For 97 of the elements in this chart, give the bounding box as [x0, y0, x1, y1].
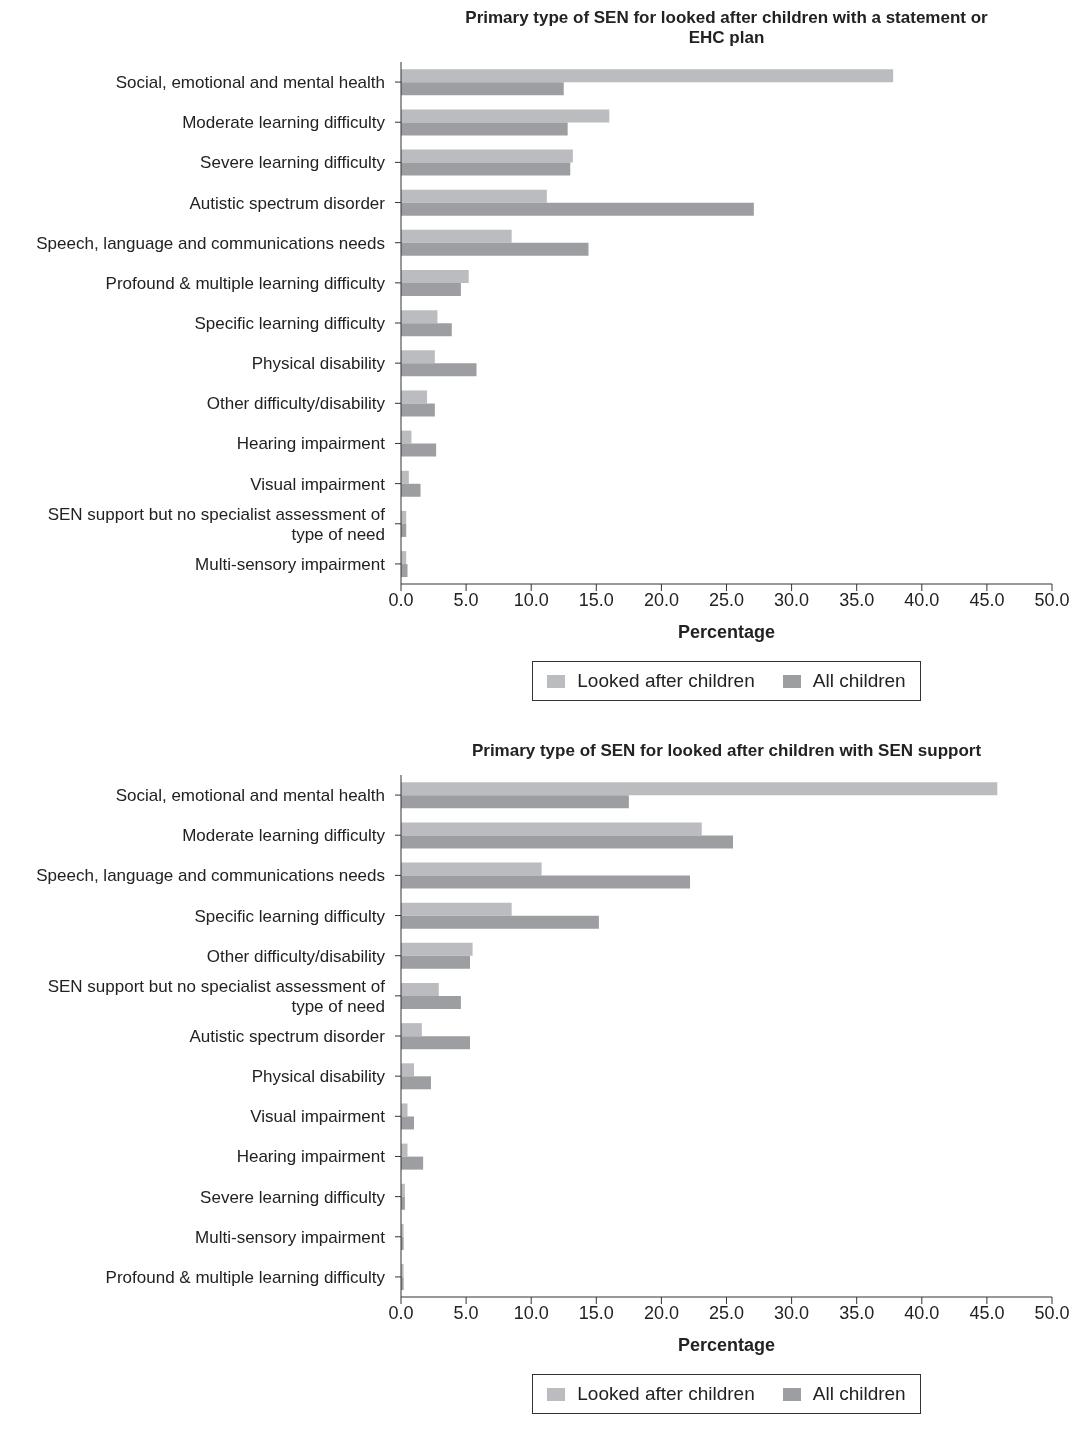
- y-tick-label: Social, emotional and mental health: [115, 785, 385, 805]
- bar: [401, 564, 408, 578]
- bar: [401, 122, 568, 136]
- bar: [401, 149, 573, 163]
- bar: [401, 1103, 408, 1117]
- x-tick-label: 25.0: [708, 589, 745, 610]
- chart-title: Primary type of SEN for looked after children with SEN support: [470, 741, 983, 761]
- legend-label: All children: [812, 670, 906, 692]
- y-tick-label: Specific learning difficulty: [194, 906, 386, 926]
- y-tick-label: SEN support but no specialist assessment of type of need: [47, 976, 386, 1016]
- bar: [401, 1116, 415, 1130]
- chart-title: Primary type of SEN for looked after children with a statement or EHC plan: [464, 8, 989, 48]
- legend-label: Looked after children: [577, 670, 755, 692]
- bar: [401, 82, 564, 96]
- x-tick-label: 25.0: [708, 1302, 745, 1323]
- x-tick-label: 50.0: [1034, 589, 1070, 610]
- bar: [401, 1023, 422, 1037]
- bar: [401, 915, 599, 929]
- bar: [401, 189, 547, 203]
- x-tick-label: 0.0: [388, 589, 414, 610]
- bar: [401, 1156, 424, 1170]
- bar: [401, 1063, 415, 1077]
- bar: [401, 270, 469, 283]
- x-tick-label: 5.0: [453, 589, 479, 610]
- x-tick-label: 10.0: [513, 1302, 549, 1323]
- y-tick-label: Specific learning difficulty: [194, 313, 386, 333]
- y-tick-label: Autistic spectrum disorder: [189, 193, 386, 213]
- bar: [401, 902, 512, 916]
- x-tick-label: 45.0: [969, 589, 1005, 610]
- bar: [401, 109, 610, 123]
- legend-label: All children: [812, 1383, 906, 1405]
- y-tick-label: Moderate learning difficulty: [182, 112, 386, 132]
- bar: [401, 835, 734, 849]
- y-tick-label: Speech, language and communications needs: [36, 865, 385, 885]
- legend-label: Looked after children: [577, 1383, 755, 1405]
- bar: [401, 242, 589, 256]
- y-tick-label: Autistic spectrum disorder: [189, 1026, 386, 1046]
- y-tick-label: Visual impairment: [250, 474, 386, 494]
- bar: [401, 350, 435, 364]
- bar: [401, 403, 435, 417]
- y-tick-label: Other difficulty/disability: [206, 393, 386, 413]
- y-tick-label: Physical disability: [251, 353, 386, 373]
- bar: [401, 69, 894, 83]
- bar: [401, 955, 471, 969]
- bar: [401, 363, 477, 377]
- x-tick-label: 15.0: [578, 589, 614, 610]
- x-tick-label: 45.0: [969, 1302, 1005, 1323]
- y-tick-label: SEN support but no specialist assessment of type of need: [47, 504, 386, 544]
- y-tick-label: Multi-sensory impairment: [195, 1227, 386, 1247]
- y-tick-label: Moderate learning difficulty: [182, 825, 386, 845]
- y-tick-label: Other difficulty/disability: [206, 946, 386, 966]
- y-tick-label: Profound & multiple learning difficulty: [105, 273, 386, 293]
- bar: [401, 795, 629, 809]
- y-tick-label: Severe learning difficulty: [200, 1187, 386, 1207]
- y-tick-label: Visual impairment: [250, 1106, 386, 1126]
- bar: [401, 310, 438, 324]
- x-tick-label: 20.0: [643, 1302, 679, 1323]
- bar: [401, 443, 437, 457]
- y-tick-label: Speech, language and communications needs: [36, 233, 385, 253]
- bar: [401, 983, 439, 996]
- y-tick-label: Profound & multiple learning difficulty: [105, 1267, 386, 1287]
- x-tick-label: 30.0: [774, 589, 810, 610]
- bar: [401, 875, 691, 889]
- bar: [401, 283, 461, 296]
- x-tick-label: 10.0: [513, 589, 549, 610]
- y-tick-label: Hearing impairment: [236, 433, 386, 453]
- bar: [401, 782, 998, 796]
- x-tick-label: 5.0: [453, 1302, 479, 1323]
- bar: [401, 942, 473, 956]
- y-tick-label: Multi-sensory impairment: [195, 554, 386, 574]
- x-tick-label: 20.0: [643, 589, 679, 610]
- x-axis-title: Percentage: [676, 1335, 777, 1356]
- x-tick-label: 15.0: [578, 1302, 614, 1323]
- x-tick-label: 50.0: [1034, 1302, 1070, 1323]
- x-axis-title: Percentage: [676, 622, 777, 643]
- x-tick-label: 35.0: [839, 1302, 875, 1323]
- bar: [401, 1036, 471, 1050]
- bar: [401, 390, 428, 404]
- bar: [401, 996, 461, 1009]
- x-tick-label: 30.0: [774, 1302, 810, 1323]
- bar: [401, 483, 421, 497]
- x-tick-label: 40.0: [904, 589, 940, 610]
- y-tick-label: Severe learning difficulty: [200, 152, 386, 172]
- bar: [401, 323, 452, 337]
- y-tick-label: Hearing impairment: [236, 1146, 386, 1166]
- y-tick-label: Social, emotional and mental health: [115, 72, 385, 92]
- bar: [401, 162, 571, 176]
- x-tick-label: 0.0: [388, 1302, 414, 1323]
- x-tick-label: 40.0: [904, 1302, 940, 1323]
- bar: [401, 822, 702, 836]
- bar: [401, 1076, 431, 1090]
- bar: [401, 202, 754, 216]
- bar: [401, 862, 542, 876]
- bar: [401, 229, 512, 243]
- bar: [401, 1143, 408, 1157]
- y-tick-label: Physical disability: [251, 1066, 386, 1086]
- x-tick-label: 35.0: [839, 589, 875, 610]
